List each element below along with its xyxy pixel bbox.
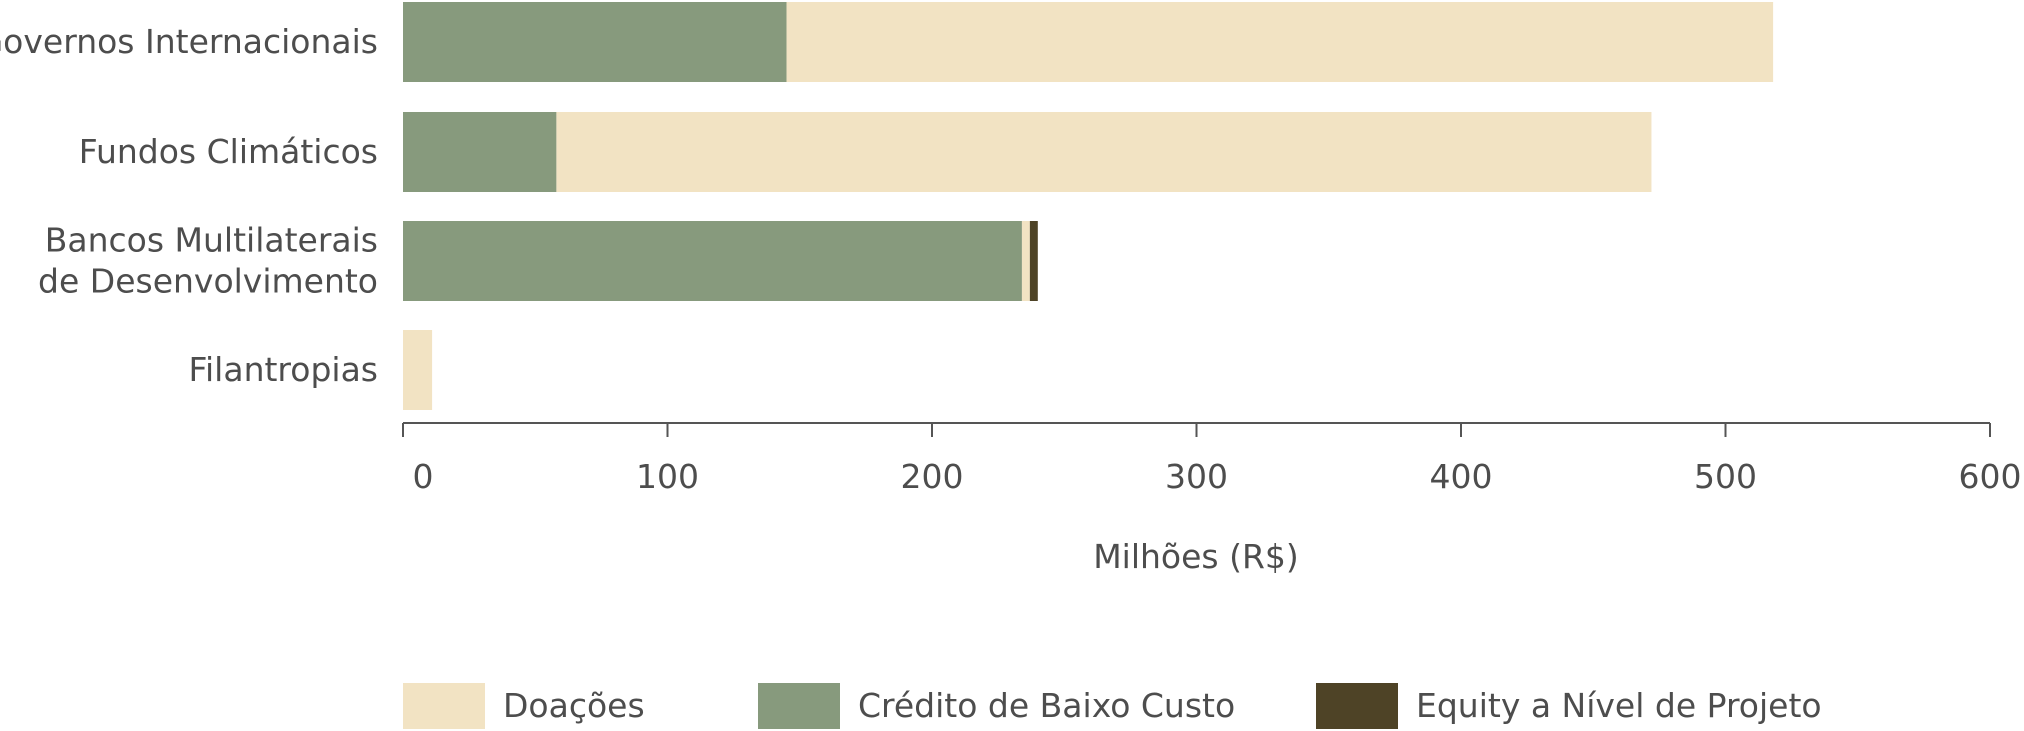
bar-segment xyxy=(1029,221,1038,301)
bar-segment xyxy=(786,2,1774,82)
legend-label: Crédito de Baixo Custo xyxy=(858,686,1235,725)
category-label: Fundos Climáticos xyxy=(79,132,378,171)
bar-segment xyxy=(1021,221,1030,301)
x-axis: 0 100 200 300 400 500 600 xyxy=(402,422,2022,496)
legend-label: Equity a Nível de Projeto xyxy=(1416,686,1822,725)
x-tick-label: 0 xyxy=(413,457,434,496)
category-label: de Desenvolvimento xyxy=(38,262,378,301)
legend-swatch xyxy=(758,683,840,729)
bar-segment xyxy=(403,330,433,410)
legend: Doações Crédito de Baixo Custo Equity a Ní… xyxy=(403,683,1822,729)
x-tick-label: 500 xyxy=(1694,457,1757,496)
category-label: Filantropias xyxy=(188,350,378,389)
x-tick-label: 100 xyxy=(636,457,699,496)
bar-segment xyxy=(403,2,787,82)
legend-swatch xyxy=(403,683,485,729)
x-tick-label: 200 xyxy=(901,457,964,496)
bar-segment xyxy=(403,221,1022,301)
x-tick-label: 300 xyxy=(1165,457,1228,496)
x-tick-label: 600 xyxy=(1959,457,2022,496)
legend-swatch xyxy=(1316,683,1398,729)
bar-segment xyxy=(556,112,1652,192)
category-label: Governos Internacionais xyxy=(0,22,378,61)
category-labels: Governos Internacionais Fundos Climáticos… xyxy=(0,22,378,389)
legend-label: Doações xyxy=(503,686,645,725)
x-axis-title: Milhões (R$) xyxy=(1093,537,1299,576)
bars-group xyxy=(403,2,1774,410)
x-tick-label: 400 xyxy=(1430,457,1493,496)
category-label: Bancos Multilaterais xyxy=(45,221,378,260)
bar-segment xyxy=(403,112,557,192)
